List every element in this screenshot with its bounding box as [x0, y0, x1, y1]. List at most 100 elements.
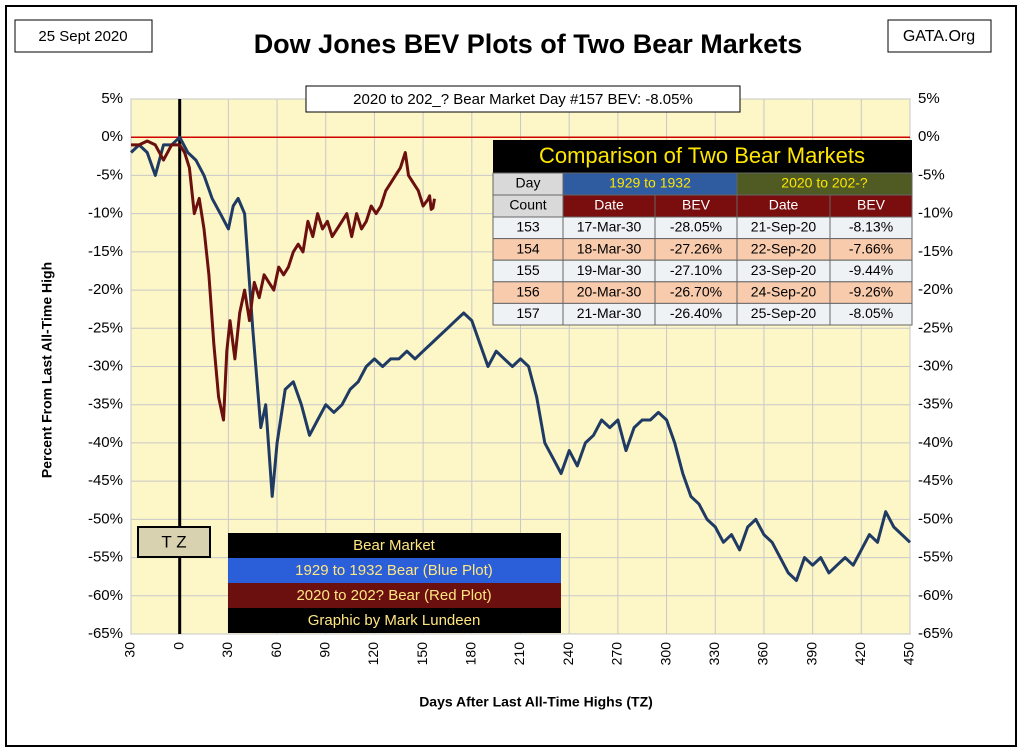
table-cell: 19-Mar-30	[577, 262, 642, 278]
legend-row	[228, 608, 561, 633]
x-tick-label: 330	[706, 642, 722, 666]
y2-tick-label: -30%	[918, 357, 953, 374]
y-tick-label: -65%	[88, 625, 123, 642]
y-tick-label: -10%	[88, 205, 123, 222]
x-tick-label: 300	[657, 642, 673, 666]
y-tick-label: -45%	[88, 472, 123, 489]
table-sub-header: Date	[769, 197, 799, 213]
table-cell: 154	[516, 240, 540, 256]
x-tick-label: 30	[219, 642, 235, 658]
y2-tick-label: -10%	[918, 205, 953, 222]
table-cell: 22-Sep-20	[751, 240, 817, 256]
table-cell: 25-Sep-20	[751, 305, 817, 321]
y-tick-label: 0%	[101, 128, 123, 145]
table-cell: 21-Mar-30	[577, 305, 642, 321]
legend-text: 1929 to 1932 Bear (Blue Plot)	[295, 562, 493, 579]
table-cell: 18-Mar-30	[577, 240, 642, 256]
date-box	[14, 19, 153, 53]
y-tick-label: -60%	[88, 587, 123, 604]
x-tick-label: 390	[803, 642, 819, 666]
y-tick-label: -55%	[88, 549, 123, 566]
y-tick-label: 5%	[101, 90, 123, 107]
table-cell: -28.05%	[670, 219, 722, 235]
table-title-bg	[493, 140, 912, 173]
x-tick-label: 60	[268, 642, 284, 658]
table-sub-header: Date	[594, 197, 624, 213]
y-tick-label: -50%	[88, 510, 123, 527]
tz-label: T Z	[161, 532, 186, 551]
tz-box	[137, 526, 211, 558]
y2-tick-label: -25%	[918, 319, 953, 336]
chart-title: Dow Jones BEV Plots of Two Bear Markets	[254, 29, 803, 59]
y-axis-label: Percent From Last All-Time High	[39, 262, 55, 478]
table-cell: 155	[516, 262, 540, 278]
y-tick-label: -25%	[88, 319, 123, 336]
y2-tick-label: -35%	[918, 396, 953, 413]
table-cell: -26.40%	[670, 305, 722, 321]
table-group-header: 1929 to 1932	[609, 175, 691, 191]
y-tick-label: -15%	[88, 243, 123, 260]
legend-row	[228, 583, 561, 608]
x-axis-label: Days After Last All-Time Highs (TZ)	[419, 694, 653, 710]
x-tick-label: 450	[901, 642, 917, 666]
y2-tick-label: -50%	[918, 510, 953, 527]
y-tick-label: -35%	[88, 396, 123, 413]
legend-row	[228, 558, 561, 583]
y2-tick-label: -45%	[918, 472, 953, 489]
table-sub-header: BEV	[682, 197, 711, 213]
series-line	[131, 139, 436, 422]
y2-tick-label: -65%	[918, 625, 953, 642]
table-cell: -27.26%	[670, 240, 722, 256]
x-tick-label: 150	[414, 642, 430, 666]
x-tick-label: 120	[365, 642, 381, 666]
table-cell: -7.66%	[849, 240, 893, 256]
source: GATA.Org	[903, 28, 975, 45]
table-cell: 23-Sep-20	[751, 262, 817, 278]
table-group-header: Day	[516, 175, 541, 191]
y-tick-label: -30%	[88, 357, 123, 374]
legend-text: Bear Market	[353, 537, 436, 554]
x-tick-label: 210	[511, 642, 527, 666]
x-tick-label: 30	[122, 642, 138, 658]
y-tick-label: -40%	[88, 434, 123, 451]
series-line	[129, 135, 912, 582]
x-tick-label: 0	[170, 642, 186, 650]
table-cell: 17-Mar-30	[577, 219, 642, 235]
table-cell: 20-Mar-30	[577, 284, 642, 300]
table-cell: 153	[516, 219, 540, 235]
legend-text: 2020 to 202? Bear (Red Plot)	[296, 587, 491, 604]
table-title: Comparison of Two Bear Markets	[539, 143, 865, 168]
y2-tick-label: -55%	[918, 549, 953, 566]
annotation-box	[305, 85, 741, 113]
table-cell: -27.10%	[670, 262, 722, 278]
y-tick-label: -5%	[96, 166, 123, 183]
table-cell: -9.44%	[849, 262, 893, 278]
table-cell: -8.13%	[849, 219, 893, 235]
y-tick-label: -20%	[88, 281, 123, 298]
x-tick-label: 360	[755, 642, 771, 666]
legend-row	[228, 533, 561, 558]
table-cell: -26.70%	[670, 284, 722, 300]
table-sub-header: BEV	[857, 197, 886, 213]
table-cell-bg	[829, 302, 913, 326]
table-cell: 156	[516, 284, 540, 300]
y2-tick-label: 5%	[918, 90, 940, 107]
legend-text: Graphic by Mark Lundeen	[308, 612, 481, 629]
y2-tick-label: -40%	[918, 434, 953, 451]
y2-tick-label: -20%	[918, 281, 953, 298]
table-cell: 157	[516, 305, 540, 321]
y2-tick-label: -15%	[918, 243, 953, 260]
x-tick-label: 270	[609, 642, 625, 666]
y2-tick-label: -60%	[918, 587, 953, 604]
y2-tick-label: 0%	[918, 128, 940, 145]
x-tick-label: 90	[316, 642, 332, 658]
x-tick-label: 240	[560, 642, 576, 666]
source-box	[887, 19, 992, 53]
table-group-header: 2020 to 202-?	[781, 175, 868, 191]
annotation: 2020 to 202_? Bear Market Day #157 BEV: …	[353, 91, 693, 108]
table-sub-header: Count	[509, 197, 546, 213]
table-cell: 21-Sep-20	[751, 219, 817, 235]
table-cell: -8.05%	[849, 305, 893, 321]
table-cell: -9.26%	[849, 284, 893, 300]
table-cell: 24-Sep-20	[751, 284, 817, 300]
